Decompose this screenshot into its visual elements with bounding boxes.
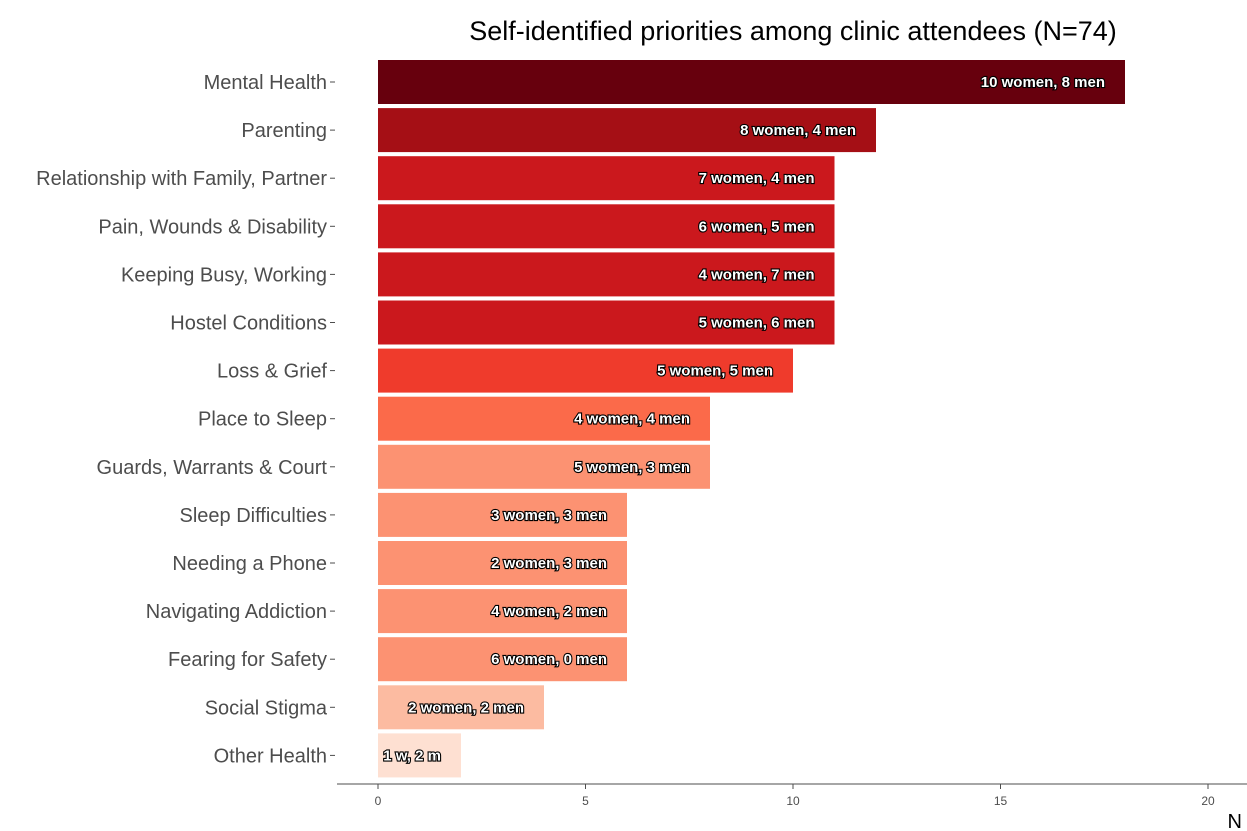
category-label: Social Stigma [205, 697, 328, 719]
x-tick-label: 20 [1201, 794, 1215, 808]
bar-data-label: 7 women, 4 men [699, 170, 815, 187]
bar-data-label: 8 women, 4 men [740, 122, 856, 139]
bar-labels-layer: 10 women, 8 men 8 women, 4 men 7 women, 4 … [382, 73, 1106, 766]
x-tick-label: 5 [582, 794, 589, 808]
x-tick-label: 10 [786, 794, 800, 808]
bar [378, 541, 627, 585]
x-axis-title: N [1228, 811, 1242, 831]
bar-data-label: 6 women, 0 men [491, 651, 607, 668]
category-label: Mental Health [204, 72, 327, 94]
bar [378, 492, 627, 537]
category-labels-layer: Mental Health Parenting Relationship with … [36, 72, 328, 767]
bar [378, 60, 1125, 104]
category-label: Sleep Difficulties [180, 505, 327, 527]
bar-data-label: 5 women, 5 men [657, 363, 773, 380]
bars-layer [378, 60, 1125, 778]
bar [378, 733, 461, 778]
bar-data-label: 4 women, 2 men [491, 603, 607, 620]
category-label: Needing a Phone [172, 553, 327, 575]
chart-title: Self-identified priorities among clinic … [469, 16, 1117, 46]
bar [378, 300, 835, 345]
category-label: Hostel Conditions [170, 313, 327, 335]
bar-data-label: 3 women, 3 men [491, 507, 607, 524]
bar [378, 348, 793, 393]
bar [378, 252, 835, 297]
category-label: Loss & Grief [217, 361, 327, 383]
category-label: Pain, Wounds & Disability [98, 216, 327, 238]
category-label: Navigating Addiction [146, 601, 327, 623]
bar-data-label: 2 women, 2 men [408, 699, 524, 716]
category-label: Other Health [214, 745, 327, 767]
bar [378, 156, 835, 201]
category-label: Place to Sleep [198, 409, 327, 431]
bar-data-label: 5 women, 3 men [574, 459, 690, 476]
bar-data-label: 2 women, 3 men [491, 555, 607, 572]
bar-data-label: 5 women, 6 men [699, 315, 815, 332]
category-label: Keeping Busy, Working [121, 264, 327, 286]
x-axis: 0 5 10 15 20 [330, 81, 1247, 808]
bar-data-label: 4 women, 7 men [699, 266, 815, 283]
bar [378, 444, 710, 489]
category-label: Guards, Warrants & Court [97, 457, 328, 479]
bar [378, 685, 544, 730]
category-label: Fearing for Safety [168, 649, 327, 671]
bar-data-label: 6 women, 5 men [699, 218, 815, 235]
bar-data-label: 1 w, 2 m [383, 747, 441, 764]
x-tick-label: 15 [994, 794, 1008, 808]
bar-data-label: 4 women, 4 men [574, 411, 690, 428]
x-tick-label: 0 [375, 794, 382, 808]
bar [378, 204, 835, 249]
bar-data-label: 10 women, 8 men [981, 74, 1105, 91]
category-label: Parenting [241, 120, 327, 142]
bar [378, 637, 627, 682]
bar [378, 589, 627, 634]
bar [378, 108, 876, 153]
category-label: Relationship with Family, Partner [36, 168, 327, 190]
bar [378, 396, 710, 441]
